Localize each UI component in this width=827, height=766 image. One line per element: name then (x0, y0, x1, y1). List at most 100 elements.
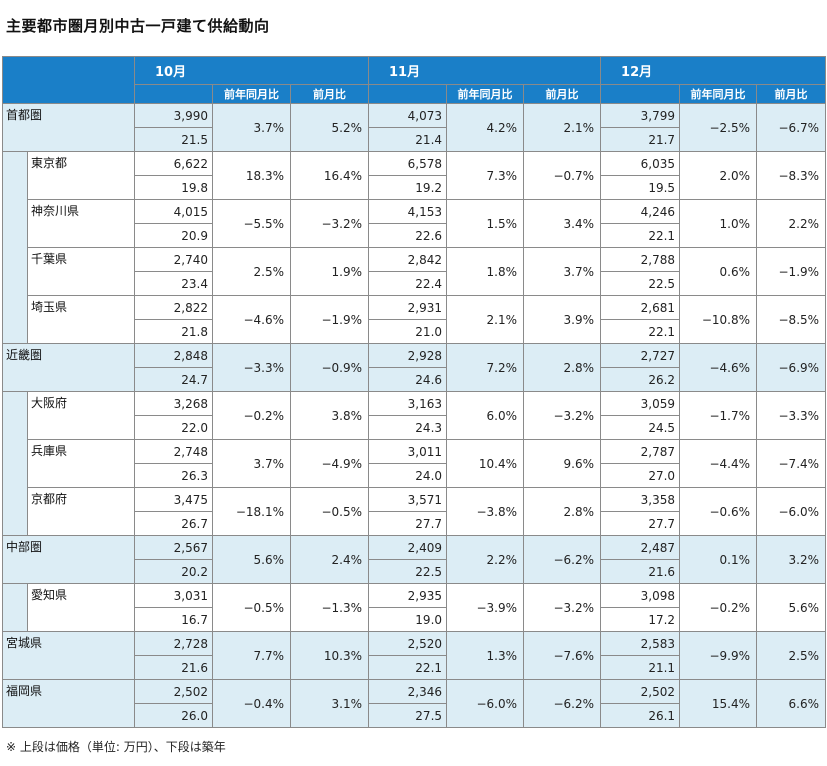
supply-table: 10月 11月 12月 前年同月比 前月比 前年同月比 前月比 前年同月比 前月… (2, 56, 827, 728)
table-row-sub: 19.8 19.2 19.5 (3, 175, 826, 200)
mom-cell: −3.3% (756, 391, 827, 440)
yoy-cell: −0.2% (212, 391, 291, 440)
group-indent (2, 151, 28, 344)
price-cell: 2,787 (600, 439, 681, 464)
yoy-cell: 7.7% (212, 631, 291, 680)
price-cell: 6,035 (600, 151, 681, 176)
prefecture-name: 千葉県 (27, 247, 135, 296)
price-cell: 3,358 (600, 487, 681, 512)
yoy-cell: −6.0% (446, 679, 525, 728)
mom-cell: −6.0% (756, 487, 827, 536)
yoy-cell: 6.0% (446, 391, 525, 440)
yoy-cell: 0.1% (679, 535, 758, 584)
page-title: 主要都市圏月別中古一戸建て供給動向 (6, 17, 270, 35)
age-cell: 21.6 (134, 655, 213, 680)
price-cell: 3,799 (600, 103, 681, 128)
mom-cell: 3.2% (756, 535, 827, 584)
mom-cell: −1.9% (756, 247, 827, 296)
table-row-sub: 24.7 24.6 26.2 (3, 367, 826, 392)
yoy-cell: −0.4% (212, 679, 291, 728)
age-cell: 22.1 (600, 319, 681, 344)
table-row: 宮城県 2,728 7.7% 10.3% 2,520 1.3% −7.6% 2,583 −9.9… (2, 631, 827, 680)
yoy-cell: −5.5% (212, 199, 291, 248)
age-cell: 22.1 (600, 223, 681, 248)
mom-cell: −0.9% (289, 343, 370, 392)
price-cell: 4,246 (600, 199, 681, 224)
subheader-blank (600, 84, 681, 104)
region-name: 宮城県 (2, 631, 135, 680)
mom-cell: −1.9% (289, 295, 370, 344)
price-cell: 2,842 (368, 247, 448, 272)
table-row-sub: 21.5 21.4 21.7 (3, 127, 826, 152)
mom-cell: 2.8% (523, 343, 602, 392)
age-cell: 26.7 (134, 511, 213, 536)
yoy-cell: 7.3% (446, 151, 525, 200)
age-cell: 21.5 (134, 127, 213, 152)
mom-cell: −8.3% (756, 151, 827, 200)
prefecture-name: 大阪府 (27, 391, 135, 440)
prefecture-name: 神奈川県 (27, 199, 135, 248)
yoy-cell: −0.2% (679, 583, 758, 632)
yoy-cell: 7.2% (446, 343, 525, 392)
subheader-blank (368, 84, 448, 104)
region-name: 近畿圏 (2, 343, 135, 392)
table-row: 大阪府 3,268 −0.2% 3.8% 3,163 6.0% −3.2% 3,059 −1.7… (2, 391, 827, 536)
table-row: 首都圏 3,990 3.7% 5.2% 4,073 4.2% 2.1% 3,799 −2.5% −… (2, 103, 827, 152)
month-header-nov: 11月 (368, 56, 602, 85)
price-cell: 2,931 (368, 295, 448, 320)
subheader-row: 前年同月比 前月比 前年同月比 前月比 前年同月比 前月比 (3, 84, 827, 104)
yoy-cell: 2.1% (446, 295, 525, 344)
table-row-sub: 20.9 22.6 22.1 (3, 223, 826, 248)
mom-cell: −7.6% (523, 631, 602, 680)
month-header-oct: 10月 (133, 56, 370, 85)
age-cell: 27.7 (600, 511, 681, 536)
region-name: 首都圏 (2, 103, 135, 152)
mom-cell: 3.8% (289, 391, 370, 440)
subheader-yoy: 前年同月比 (212, 84, 291, 104)
price-cell: 4,153 (368, 199, 448, 224)
age-cell: 22.6 (368, 223, 448, 248)
age-cell: 19.0 (368, 607, 448, 632)
prefecture-name: 東京都 (27, 151, 135, 200)
yoy-cell: −4.6% (679, 343, 758, 392)
age-cell: 22.5 (368, 559, 448, 584)
age-cell: 27.7 (368, 511, 448, 536)
age-cell: 24.7 (134, 367, 213, 392)
age-cell: 24.6 (368, 367, 448, 392)
age-cell: 27.5 (368, 703, 448, 728)
age-cell: 24.0 (368, 463, 448, 488)
yoy-cell: −0.5% (212, 583, 291, 632)
yoy-cell: 3.7% (212, 439, 291, 488)
table-row: 千葉県 2,740 2.5% 1.9% 2,842 1.8% 3.7% 2,788 0.6% −1… (3, 247, 827, 296)
price-cell: 3,571 (368, 487, 448, 512)
age-cell: 22.4 (368, 271, 448, 296)
prefecture-name: 兵庫県 (27, 439, 135, 488)
yoy-cell: 18.3% (212, 151, 291, 200)
yoy-cell: 2.2% (446, 535, 525, 584)
month-header-dec: 12月 (600, 56, 827, 85)
age-cell: 26.3 (134, 463, 213, 488)
table-row: 神奈川県 4,015 −5.5% −3.2% 4,153 1.5% 3.4% 4,246 1.0… (3, 199, 827, 248)
age-cell: 24.5 (600, 415, 681, 440)
price-cell: 3,098 (600, 583, 681, 608)
age-cell: 22.5 (600, 271, 681, 296)
price-cell: 2,788 (600, 247, 681, 272)
mom-cell: 5.6% (756, 583, 827, 632)
yoy-cell: −3.9% (446, 583, 525, 632)
price-cell: 2,935 (368, 583, 448, 608)
mom-cell: 3.7% (523, 247, 602, 296)
mom-cell: 3.9% (523, 295, 602, 344)
table-row-sub: 23.4 22.4 22.5 (3, 271, 826, 296)
age-cell: 20.9 (134, 223, 213, 248)
price-cell: 2,487 (600, 535, 681, 560)
price-cell: 3,163 (368, 391, 448, 416)
yoy-cell: 3.7% (212, 103, 291, 152)
mom-cell: −4.9% (289, 439, 370, 488)
mom-cell: 3.4% (523, 199, 602, 248)
footnote: ※ 上段は価格（単位: 万円）、下段は築年 (6, 740, 226, 754)
table-row: 京都府 3,475 −18.1% −0.5% 3,571 −3.8% 2.8% 3,358 −0… (3, 487, 827, 536)
mom-cell: −7.4% (756, 439, 827, 488)
month-header-row: 10月 11月 12月 (2, 56, 827, 104)
mom-cell: 2.1% (523, 103, 602, 152)
yoy-cell: −18.1% (212, 487, 291, 536)
